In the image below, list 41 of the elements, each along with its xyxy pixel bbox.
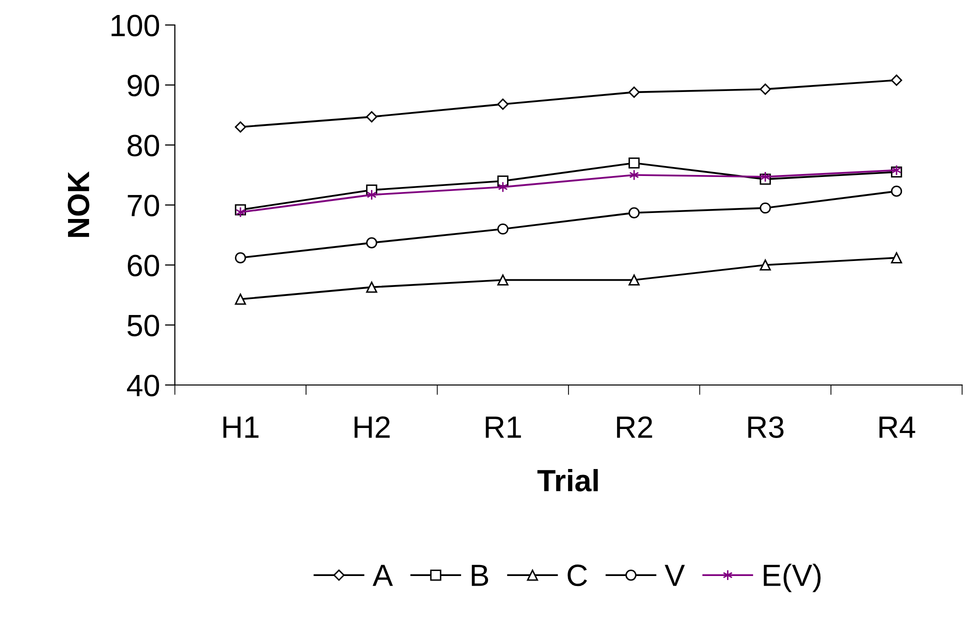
legend-label: C <box>568 564 588 586</box>
y-axis-title: NOK <box>68 171 90 237</box>
point <box>234 252 246 264</box>
y-tick-label: 70 <box>128 194 160 216</box>
y-tick-label: 100 <box>112 14 160 36</box>
y-tick-label: 50 <box>128 314 160 336</box>
x-tick-label: R4 <box>880 416 916 438</box>
point <box>366 282 378 293</box>
point <box>497 274 508 286</box>
point <box>890 252 902 264</box>
point <box>890 74 902 86</box>
point <box>890 186 902 197</box>
point <box>366 237 378 248</box>
x-tick-label: R2 <box>617 416 652 438</box>
point <box>760 84 771 95</box>
point <box>234 294 246 305</box>
x-tick-label: R1 <box>486 416 521 438</box>
point <box>497 223 508 235</box>
legend-label: B <box>472 564 488 586</box>
point <box>628 207 640 218</box>
x-tick-label: H2 <box>354 416 390 438</box>
x-tick-label: H1 <box>223 416 258 438</box>
y-tick-label: 80 <box>128 134 160 156</box>
y-tick-label: 40 <box>126 374 160 396</box>
legend-label: E(V) <box>764 564 821 592</box>
point <box>760 202 771 214</box>
point <box>497 98 508 110</box>
y-tick-label: 90 <box>128 74 160 96</box>
point <box>366 111 378 122</box>
point <box>628 157 640 169</box>
x-tick-label: R3 <box>748 416 784 438</box>
legend-label: V <box>664 564 685 586</box>
legend-label: A <box>372 564 393 586</box>
point <box>629 169 640 181</box>
y-tick-label: 60 <box>128 254 160 276</box>
point <box>628 274 640 286</box>
point <box>628 86 640 98</box>
x-axis-title: Trial <box>537 469 598 492</box>
point <box>234 121 246 133</box>
point <box>760 259 771 271</box>
point <box>498 181 508 193</box>
